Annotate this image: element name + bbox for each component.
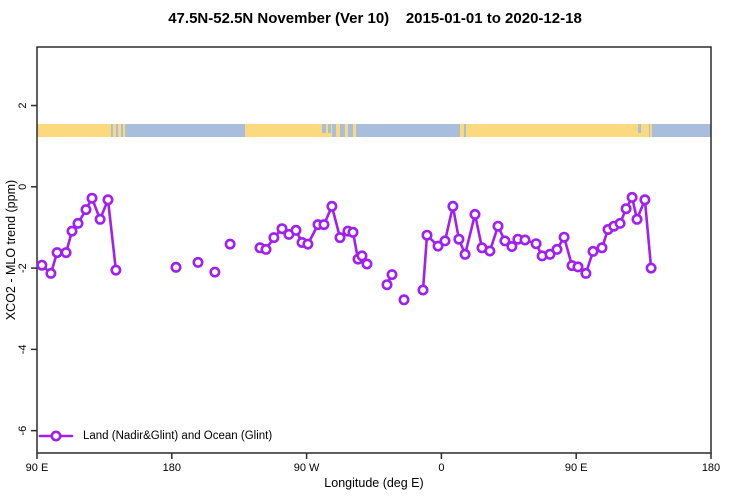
data-point: [102, 194, 114, 206]
data-point: [224, 238, 236, 250]
x-tick-label: 90 E: [26, 462, 49, 474]
data-point: [417, 284, 429, 296]
data-point: [36, 259, 48, 271]
land-segment: [335, 124, 341, 137]
land-segment: [353, 124, 357, 137]
x-tick-label: 90 E: [565, 462, 588, 474]
y-tick-label: 0: [17, 184, 29, 190]
land-segment: [650, 124, 652, 137]
data-point: [192, 256, 204, 268]
land-segment: [344, 124, 348, 137]
data-point: [544, 248, 556, 260]
data-point: [86, 192, 98, 204]
data-point: [66, 225, 78, 237]
x-tick-label: 0: [438, 462, 444, 474]
legend-marker: [38, 430, 74, 442]
data-point: [469, 208, 481, 220]
map-strip: [37, 124, 711, 137]
land-segment: [459, 124, 465, 137]
x-tick-label: 180: [163, 462, 181, 474]
legend: Land (Nadir&Glint) and Ocean (Glint): [38, 429, 272, 443]
data-point: [276, 223, 288, 235]
x-tick-label: 90 W: [294, 462, 320, 474]
data-point: [60, 247, 72, 259]
data-point: [459, 248, 471, 260]
data-point: [453, 233, 465, 245]
y-tick-label: -6: [17, 426, 29, 436]
data-point: [110, 264, 122, 276]
plot-border: [36, 46, 712, 454]
y-tick-label: 2: [17, 102, 29, 108]
data-point: [432, 240, 444, 252]
data-point: [580, 267, 592, 279]
data-point: [361, 258, 373, 270]
data-point: [587, 245, 599, 257]
data-point: [551, 243, 563, 255]
data-point: [260, 243, 272, 255]
land-segment: [122, 124, 126, 137]
data-point: [326, 200, 338, 212]
data-point: [51, 247, 63, 259]
data-point: [447, 200, 459, 212]
data-point: [645, 262, 657, 274]
data-point: [268, 232, 280, 244]
series-line: [40, 196, 118, 275]
data-point: [318, 219, 330, 231]
data-point: [334, 232, 346, 244]
data-point: [492, 220, 504, 232]
data-point: [596, 242, 608, 254]
chart-title: 47.5N-52.5N November (Ver 10) 2015-01-01…: [168, 10, 582, 27]
x-axis-label: Longitude (deg E): [324, 476, 424, 490]
data-point: [614, 217, 626, 229]
data-point: [530, 238, 542, 250]
legend-label: Land (Nadir&Glint) and Ocean (Glint): [83, 430, 273, 442]
data-point: [72, 217, 84, 229]
land-segment: [465, 124, 649, 137]
data-point: [94, 213, 106, 225]
data-point: [80, 204, 92, 216]
ocean-speck: [638, 124, 642, 133]
data-point: [506, 241, 518, 253]
data-point: [209, 266, 221, 278]
y-tick-label: -2: [17, 263, 29, 273]
data-series: [36, 191, 657, 306]
data-point: [290, 224, 302, 236]
y-axis-label: XCO2 - MLO trend (ppm): [4, 179, 18, 321]
data-point: [639, 194, 651, 206]
data-point: [439, 235, 451, 247]
data-point: [631, 213, 643, 225]
ocean-speck: [322, 124, 327, 133]
ocean-speck: [328, 124, 332, 133]
data-point: [499, 235, 511, 247]
land-segment: [112, 124, 116, 137]
x-tick-label: 180: [702, 462, 720, 474]
data-point: [356, 250, 368, 262]
land-segment: [118, 124, 122, 137]
data-point: [381, 279, 393, 291]
data-point: [347, 226, 359, 238]
data-point: [626, 191, 638, 203]
data-point: [386, 269, 398, 281]
land-segment: [245, 124, 333, 137]
data-point: [484, 245, 496, 257]
data-point: [620, 203, 632, 215]
data-point: [519, 234, 531, 246]
land-segment: [37, 124, 111, 137]
data-point: [302, 238, 314, 250]
data-point: [45, 267, 57, 279]
y-tick-label: -4: [17, 344, 29, 354]
data-point: [170, 261, 182, 273]
data-point: [421, 229, 433, 241]
data-point: [398, 294, 410, 306]
data-point: [572, 261, 584, 273]
legend-point-icon: [50, 430, 62, 442]
data-point: [558, 231, 570, 243]
